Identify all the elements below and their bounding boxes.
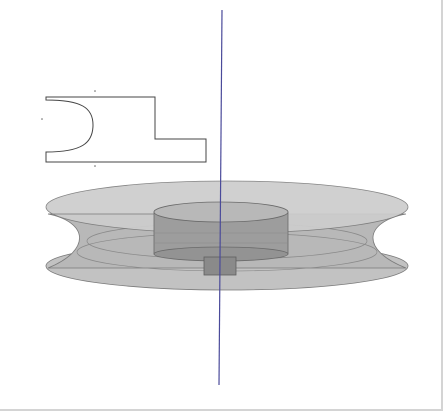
sketch-point xyxy=(94,90,96,92)
vertical-axis-line[interactable] xyxy=(218,9,223,386)
sketch-point xyxy=(94,165,96,167)
pulley-hub[interactable] xyxy=(153,201,289,262)
groove-profile-sketch[interactable] xyxy=(41,90,207,167)
sketch-point xyxy=(41,118,43,120)
profile-outline xyxy=(45,96,207,163)
